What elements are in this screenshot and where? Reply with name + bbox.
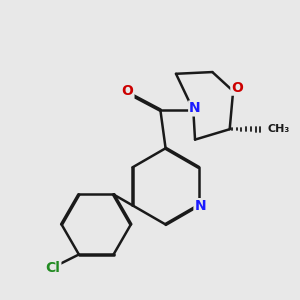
Text: O: O [122, 84, 134, 98]
Text: N: N [189, 101, 201, 116]
Text: CH₃: CH₃ [268, 124, 290, 134]
Text: Cl: Cl [46, 261, 60, 275]
Text: O: O [231, 81, 243, 94]
Text: N: N [194, 199, 206, 213]
